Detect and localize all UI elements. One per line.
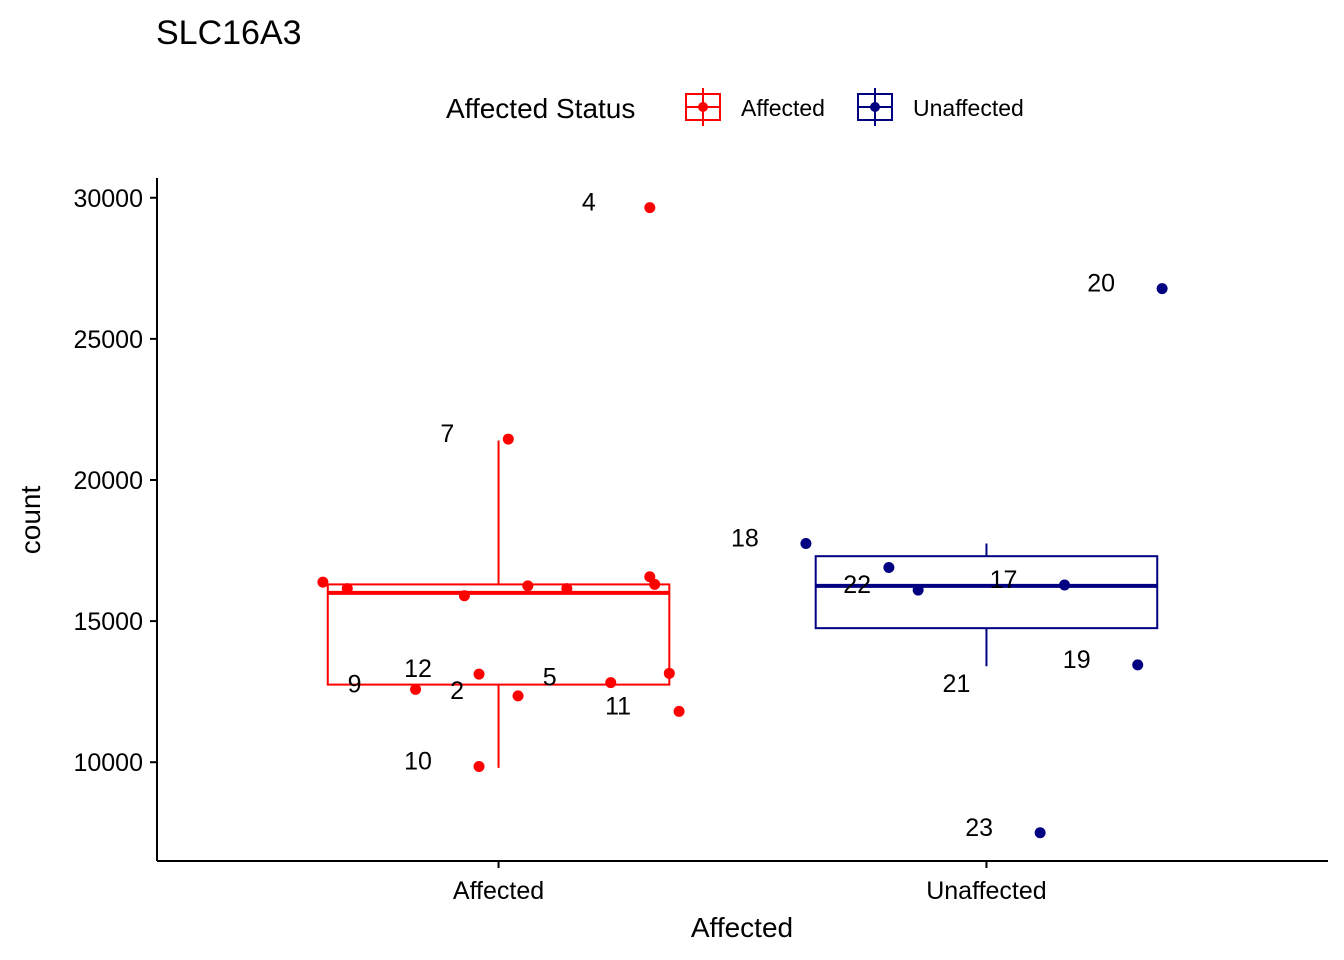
data-point xyxy=(502,433,514,445)
point-label: 12 xyxy=(404,655,432,683)
point-label: 7 xyxy=(440,420,454,448)
data-point xyxy=(522,580,534,592)
data-point xyxy=(673,705,685,717)
legend-title: Affected Status xyxy=(446,93,635,124)
y-tick-label: 25000 xyxy=(73,326,143,354)
legend-label-affected: Affected xyxy=(741,95,825,121)
data-point xyxy=(341,583,353,595)
x-tick-label: Unaffected xyxy=(926,877,1046,905)
data-point xyxy=(912,584,924,596)
point-label: 17 xyxy=(990,566,1018,594)
box-iqr xyxy=(814,555,1159,630)
y-tick-label: 20000 xyxy=(73,467,143,495)
point-label: 4 xyxy=(582,189,596,217)
point-label: 2 xyxy=(450,677,464,705)
y-tick-label: 10000 xyxy=(73,749,143,777)
data-point xyxy=(458,590,470,602)
point-label: 18 xyxy=(731,524,759,552)
x-tick-label: Affected xyxy=(453,877,544,905)
data-point xyxy=(605,677,617,689)
data-point xyxy=(410,683,422,695)
y-axis-title: count xyxy=(15,486,46,555)
legend-label-unaffected: Unaffected xyxy=(913,95,1024,121)
data-point xyxy=(883,561,895,573)
data-point xyxy=(317,576,329,588)
y-tick-label: 30000 xyxy=(73,185,143,213)
data-point xyxy=(561,583,573,595)
point-label: 11 xyxy=(605,692,631,720)
data-point xyxy=(649,578,661,590)
legend: Affected Status Affected Unaffected xyxy=(446,88,1024,126)
point-label: 10 xyxy=(404,747,432,775)
data-point xyxy=(644,202,656,214)
point-label: 21 xyxy=(943,670,971,698)
data-point xyxy=(512,690,524,702)
data-point xyxy=(473,760,485,772)
data-point xyxy=(1059,579,1071,591)
data-point xyxy=(1132,659,1144,671)
point-label: 20 xyxy=(1087,270,1115,298)
data-point xyxy=(473,668,485,680)
box-iqr xyxy=(326,583,671,686)
data-point xyxy=(1156,283,1168,295)
point-label: 5 xyxy=(543,664,557,692)
legend-item-unaffected: Unaffected xyxy=(857,88,1024,126)
data-point xyxy=(1034,827,1046,839)
data-point xyxy=(663,667,675,679)
point-label: 9 xyxy=(348,670,362,698)
plot-area: 10000 15000 20000 25000 30000 Affected Unaffec… xyxy=(73,178,1328,905)
x-axis-title: Affected xyxy=(691,912,793,943)
data-point xyxy=(800,537,812,549)
y-tick-label: 15000 xyxy=(73,608,143,636)
legend-item-affected: Affected xyxy=(685,88,825,126)
chart-title: SLC16A3 xyxy=(156,14,302,52)
point-label: 19 xyxy=(1063,646,1091,674)
point-label: 23 xyxy=(965,814,993,842)
point-label: 22 xyxy=(843,571,871,599)
